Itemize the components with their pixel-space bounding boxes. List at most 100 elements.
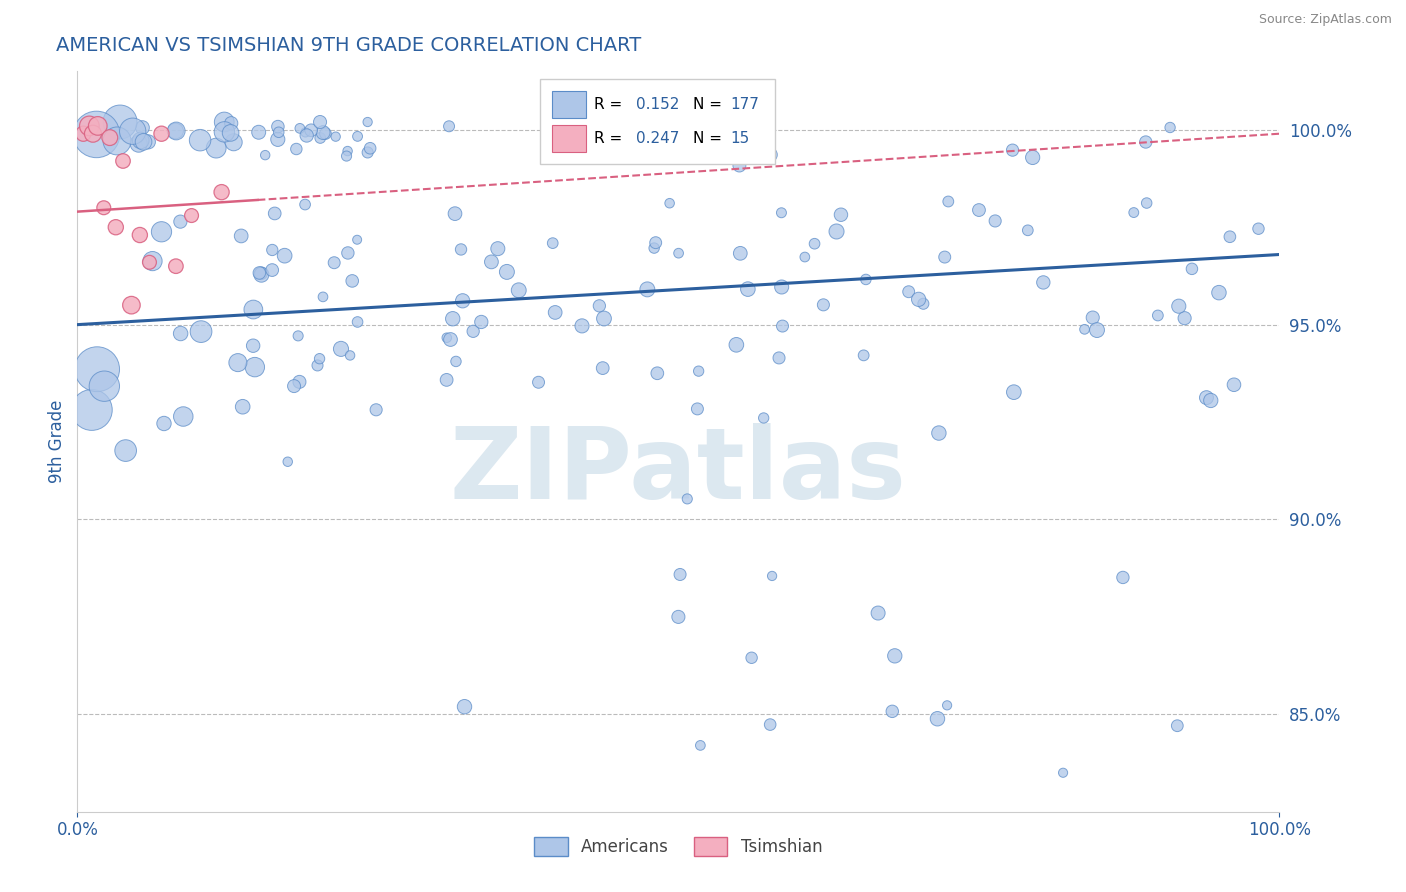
Point	[267, 120, 290, 134]
Point	[346, 233, 368, 247]
Point	[936, 194, 959, 209]
Point	[129, 133, 152, 147]
Point	[437, 120, 460, 134]
Point	[267, 132, 290, 146]
Point	[93, 201, 115, 215]
Point	[772, 319, 794, 334]
Point	[768, 351, 790, 365]
Point	[1021, 150, 1043, 164]
Point	[441, 311, 464, 326]
Text: 0.152: 0.152	[637, 97, 679, 112]
Point	[1195, 391, 1218, 405]
Point	[1017, 223, 1039, 237]
Point	[82, 127, 104, 141]
Point	[737, 282, 759, 296]
Point	[294, 197, 316, 211]
Point	[1166, 719, 1188, 733]
Point	[277, 455, 299, 469]
Point	[770, 206, 793, 220]
Point	[342, 274, 364, 288]
Point	[967, 202, 990, 217]
Point	[759, 717, 782, 731]
Text: N =: N =	[693, 97, 721, 112]
Point	[150, 225, 173, 239]
Point	[927, 712, 949, 726]
Point	[226, 356, 249, 370]
Point	[359, 141, 381, 155]
Point	[668, 610, 690, 624]
Text: 15: 15	[730, 131, 749, 146]
Point	[1135, 135, 1157, 149]
Point	[453, 699, 475, 714]
Point	[444, 207, 467, 221]
Point	[1219, 229, 1241, 244]
Point	[730, 246, 752, 260]
Point	[336, 144, 359, 158]
Point	[105, 134, 128, 148]
Point	[314, 127, 336, 141]
Point	[131, 120, 153, 135]
Point	[793, 250, 815, 264]
Point	[752, 411, 775, 425]
Point	[114, 443, 136, 458]
Point	[669, 567, 692, 582]
Point	[1073, 322, 1095, 336]
Point	[243, 360, 266, 375]
Text: Source: ZipAtlas.com: Source: ZipAtlas.com	[1258, 13, 1392, 27]
Point	[153, 417, 176, 431]
Point	[592, 361, 614, 376]
Point	[496, 265, 519, 279]
Point	[93, 379, 115, 393]
Point	[309, 115, 332, 129]
Point	[1208, 285, 1230, 300]
Text: 0.247: 0.247	[637, 131, 679, 146]
Point	[273, 249, 295, 263]
Point	[686, 401, 709, 416]
Point	[1167, 299, 1189, 313]
Point	[1081, 310, 1104, 325]
Point	[658, 196, 681, 211]
Point	[128, 227, 150, 242]
FancyBboxPatch shape	[553, 126, 586, 152]
Text: N =: N =	[693, 131, 721, 146]
Point	[165, 259, 187, 273]
Point	[205, 141, 228, 155]
Point	[830, 208, 852, 222]
Point	[643, 241, 665, 255]
Point	[439, 333, 461, 347]
Point	[299, 123, 322, 137]
Point	[247, 266, 270, 280]
Point	[288, 375, 311, 389]
Point	[1147, 309, 1170, 323]
Point	[1223, 377, 1246, 392]
Point	[247, 125, 270, 139]
Text: ZIPatlas: ZIPatlas	[450, 423, 907, 520]
Point	[190, 325, 212, 339]
Point	[267, 125, 290, 139]
Point	[169, 214, 191, 228]
Point	[335, 149, 357, 163]
Point	[574, 115, 596, 129]
Point	[104, 220, 127, 235]
Point	[1159, 120, 1181, 135]
Point	[132, 135, 155, 149]
Point	[312, 126, 335, 140]
Point	[366, 402, 388, 417]
Point	[436, 373, 458, 387]
Point	[285, 142, 308, 156]
Point	[1112, 570, 1135, 584]
Point	[451, 293, 474, 308]
Point	[86, 128, 108, 142]
Point	[79, 119, 101, 133]
Point	[676, 491, 699, 506]
Point	[1174, 311, 1197, 326]
Point	[852, 348, 875, 362]
Point	[444, 354, 467, 368]
Point	[165, 124, 187, 138]
Point	[128, 136, 150, 151]
Point	[934, 250, 956, 264]
Point	[855, 272, 877, 286]
Point	[138, 135, 160, 149]
Point	[283, 379, 305, 393]
Point	[262, 263, 284, 277]
